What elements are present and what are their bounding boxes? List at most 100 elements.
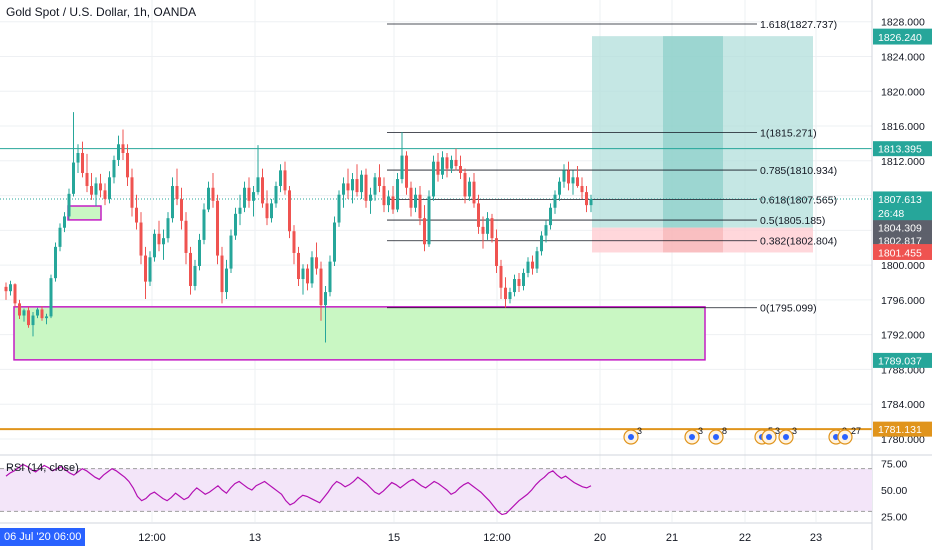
price-tick-label: 1784.000: [881, 399, 925, 411]
candle-body: [36, 309, 39, 316]
candle-body: [4, 286, 8, 292]
candle-body: [454, 159, 458, 167]
candle-body: [589, 199, 593, 206]
candle-body: [495, 238, 498, 266]
candle-body: [360, 174, 363, 193]
price-tick-label: 1816.000: [881, 121, 925, 133]
candle-body: [585, 192, 588, 206]
candle-body: [81, 152, 84, 173]
candle-body: [288, 190, 291, 232]
candle-body: [405, 155, 408, 188]
candle-body: [337, 194, 341, 223]
candle-body: [184, 220, 188, 253]
flag-icon: [713, 434, 719, 440]
fib-level-label: 1.618(1827.737): [760, 19, 837, 31]
candle-body: [414, 194, 417, 208]
candle-body: [198, 239, 201, 266]
candle-body: [468, 181, 471, 197]
time-tick-label: 21: [666, 532, 678, 544]
time-tick-label: 20: [594, 532, 606, 544]
candle-body: [526, 261, 530, 273]
candle-body: [490, 218, 494, 239]
candle-body: [243, 187, 246, 208]
position-target-highlight: [663, 36, 723, 228]
candle-body: [558, 181, 561, 195]
candle-body: [121, 144, 125, 153]
candle-body: [72, 162, 75, 194]
candle-body: [369, 194, 372, 201]
candle-body: [544, 225, 548, 236]
candle-body: [58, 227, 62, 247]
time-tick-label: 13: [249, 532, 261, 544]
chart-title: Gold Spot / U.S. Dollar, 1h, OANDA: [6, 5, 197, 19]
price-tick-label: 1792.000: [881, 330, 925, 342]
candle-body: [346, 183, 350, 191]
candle-body: [103, 190, 107, 200]
time-tick-label: 23: [810, 532, 822, 544]
candle-body: [540, 235, 543, 252]
candle-body: [247, 187, 251, 201]
candle-body: [40, 309, 44, 319]
candle-body: [216, 200, 219, 256]
event-marker-count: 3: [698, 426, 703, 436]
candle-body: [94, 183, 98, 195]
position-stop-highlight: [663, 227, 723, 253]
candle-body: [99, 183, 102, 191]
price-tick-label: 1824.000: [881, 52, 925, 64]
candle-body: [553, 194, 557, 208]
event-marker-count: 27: [851, 426, 861, 436]
candle-body: [256, 177, 260, 193]
candle-body: [324, 292, 327, 306]
fib-level-label: 1(1815.271): [760, 127, 817, 139]
candle-body: [450, 159, 453, 169]
candle-body: [112, 159, 116, 178]
candle-body: [144, 255, 147, 282]
candle-body: [117, 144, 120, 160]
candle-body: [31, 315, 35, 326]
candle-body: [472, 181, 476, 204]
candle-body: [27, 310, 30, 326]
candle-body: [441, 157, 444, 175]
candle-body: [373, 177, 377, 195]
candle-body: [364, 174, 368, 201]
candle-body: [378, 177, 381, 187]
candle-body: [486, 218, 489, 234]
price-label-tag: [873, 29, 932, 45]
price-label-tag: [873, 141, 932, 157]
candle-body: [189, 252, 192, 286]
candle-body: [391, 196, 395, 210]
candle-body: [459, 166, 462, 173]
price-label-tag: [873, 220, 932, 236]
candle-body: [234, 213, 237, 236]
candle-body: [432, 161, 435, 197]
price-label-text: 1801.455: [878, 247, 922, 259]
candle-body: [49, 278, 53, 317]
price-label-tag: [873, 191, 932, 207]
candle-body: [355, 179, 359, 193]
candle-body: [108, 177, 111, 200]
candle-body: [193, 265, 197, 286]
price-label-text: 1804.309: [878, 223, 922, 235]
candle-body: [562, 170, 566, 182]
flag-icon: [689, 434, 695, 440]
candle-body: [535, 251, 539, 269]
price-tick-label: 1812.000: [881, 156, 925, 168]
candle-body: [279, 170, 282, 187]
candle-body: [211, 187, 215, 201]
crosshair-time-label: 06 Jul '20 06:00: [0, 528, 86, 546]
candle-body: [567, 170, 570, 184]
time-tick-label: 15: [388, 532, 400, 544]
price-label-tag: [873, 205, 932, 221]
candle-body: [531, 261, 534, 269]
position-stop-area: [592, 227, 813, 253]
candle-body: [333, 222, 336, 262]
candle-body: [148, 257, 152, 282]
candle-body: [18, 303, 21, 316]
candle-body: [67, 193, 71, 217]
candle-body: [580, 186, 584, 193]
candle-body: [220, 255, 224, 293]
candle-body: [207, 187, 210, 210]
candle-body: [261, 177, 264, 204]
